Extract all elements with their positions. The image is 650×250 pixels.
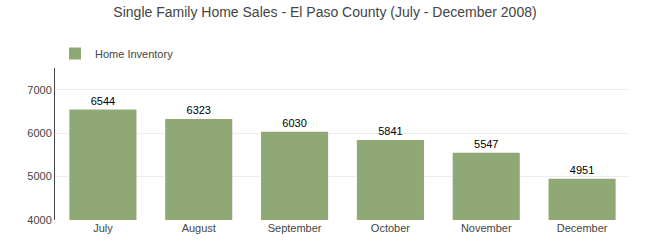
svg-text:September: September bbox=[268, 222, 322, 234]
svg-text:November: November bbox=[461, 222, 512, 234]
svg-text:4000: 4000 bbox=[27, 214, 51, 226]
svg-text:7000: 7000 bbox=[27, 84, 51, 96]
svg-text:6030: 6030 bbox=[282, 117, 306, 129]
svg-text:Home Inventory: Home Inventory bbox=[95, 48, 173, 60]
svg-text:5000: 5000 bbox=[27, 170, 51, 182]
svg-text:5841: 5841 bbox=[378, 125, 402, 137]
svg-text:6544: 6544 bbox=[91, 95, 115, 107]
svg-text:6323: 6323 bbox=[187, 104, 211, 116]
svg-text:August: August bbox=[182, 222, 216, 234]
svg-text:July: July bbox=[93, 222, 113, 234]
svg-text:6000: 6000 bbox=[27, 127, 51, 139]
svg-text:4951: 4951 bbox=[570, 164, 594, 176]
svg-text:October: October bbox=[371, 222, 410, 234]
svg-text:5547: 5547 bbox=[474, 138, 498, 150]
svg-text:Single Family Home Sales - El: Single Family Home Sales - El Paso Count… bbox=[113, 4, 536, 20]
svg-text:December: December bbox=[557, 222, 608, 234]
